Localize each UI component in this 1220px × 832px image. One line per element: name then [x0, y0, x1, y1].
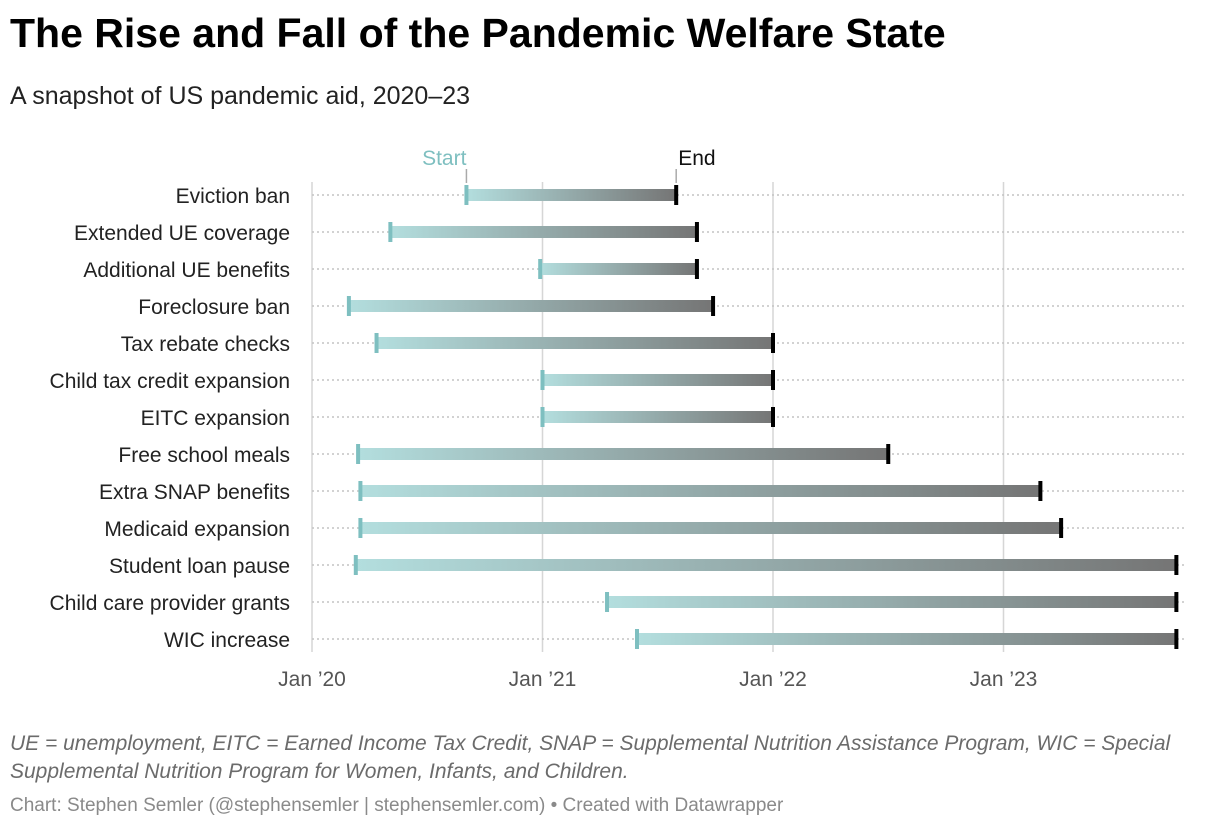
row-label: Foreclosure ban — [138, 296, 290, 319]
range-bar — [355, 559, 1177, 571]
start-marker — [388, 222, 393, 242]
range-bar — [360, 522, 1062, 534]
chart-subtitle: A snapshot of US pandemic aid, 2020–23 — [10, 82, 471, 110]
row-label: Additional UE benefits — [83, 259, 290, 282]
range-bar — [360, 485, 1041, 497]
end-marker — [771, 333, 775, 353]
end-marker — [1059, 518, 1064, 538]
end-marker — [886, 444, 891, 464]
range-bar — [540, 263, 697, 275]
start-marker — [540, 407, 545, 427]
range-bar — [358, 448, 889, 460]
start-marker — [358, 518, 363, 538]
range-bar — [466, 189, 677, 201]
range-bar — [376, 337, 773, 349]
x-tick-label: Jan ’22 — [739, 668, 807, 691]
x-tick-label: Jan ’23 — [970, 668, 1038, 691]
row-label: Eviction ban — [176, 185, 290, 208]
row-label: Tax rebate checks — [121, 333, 290, 356]
start-marker — [540, 370, 545, 390]
end-marker — [694, 222, 699, 242]
end-marker — [694, 259, 699, 279]
start-marker — [635, 629, 640, 649]
start-marker — [538, 259, 543, 279]
row-label: Child tax credit expansion — [50, 370, 290, 393]
range-bar — [637, 633, 1177, 645]
legend-end-label: End — [678, 147, 715, 170]
row-label: WIC increase — [164, 629, 290, 652]
row-label: Medicaid expansion — [104, 518, 290, 541]
chart-source: Chart: Stephen Semler (@stephensemler | … — [10, 795, 784, 816]
end-marker — [771, 407, 775, 427]
range-bar — [390, 226, 697, 238]
start-marker — [346, 296, 351, 316]
row-label: Extended UE coverage — [74, 222, 290, 245]
range-chart: Jan ’20 Jan ’21 Jan ’22 Jan ’23 Eviction ban… — [50, 147, 1186, 691]
end-marker — [711, 296, 716, 316]
x-tick-label: Jan ’21 — [509, 668, 577, 691]
row-label: Student loan pause — [109, 555, 290, 578]
end-marker — [1038, 481, 1043, 501]
range-bar — [542, 411, 773, 423]
end-marker — [1174, 592, 1179, 612]
x-tick-label: Jan ’20 — [278, 668, 346, 691]
row-label: Extra SNAP benefits — [99, 481, 290, 504]
range-bar — [348, 300, 714, 312]
start-marker — [353, 555, 358, 575]
start-marker — [605, 592, 610, 612]
end-marker — [674, 185, 679, 205]
range-bar — [607, 596, 1177, 608]
end-marker — [1174, 555, 1179, 575]
range-bar — [542, 374, 773, 386]
end-marker — [1174, 629, 1179, 649]
start-marker — [374, 333, 379, 353]
start-marker — [356, 444, 361, 464]
legend-start-label: Start — [422, 147, 467, 170]
chart-notes: UE = unemployment, EITC = Earned Income … — [10, 732, 1171, 783]
chart-title: The Rise and Fall of the Pandemic Welfar… — [10, 10, 946, 56]
start-marker — [464, 185, 469, 205]
row-label: Child care provider grants — [50, 592, 290, 615]
row-label: EITC expansion — [141, 407, 290, 430]
start-marker — [358, 481, 363, 501]
row-label: Free school meals — [118, 444, 290, 467]
end-marker — [771, 370, 775, 390]
